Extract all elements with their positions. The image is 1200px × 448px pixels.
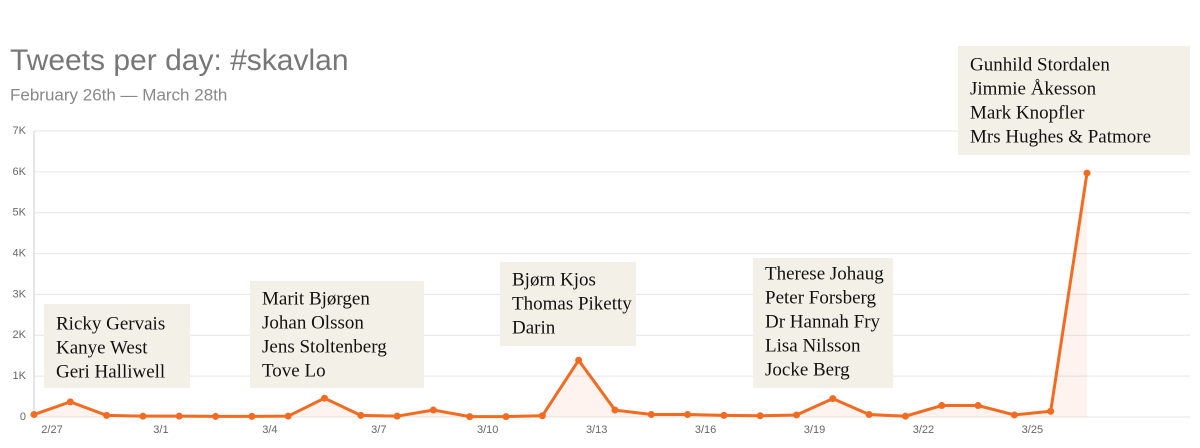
point — [684, 411, 692, 419]
y-tick-label: 6K — [13, 166, 27, 178]
y-tick-label: 5K — [13, 207, 27, 219]
point — [865, 411, 873, 419]
x-tick-label: 3/1 — [153, 424, 168, 436]
annotation-text: Peter Forsberg — [765, 287, 876, 308]
y-tick-label: 2K — [13, 329, 27, 341]
annotation-text: Lisa Nilsson — [765, 335, 861, 356]
annotation-text: Mark Knopfler — [970, 102, 1085, 123]
point — [320, 394, 328, 402]
x-tick-label: 3/19 — [804, 424, 825, 436]
chart-subtitle: February 26th — March 28th — [10, 85, 227, 104]
point — [175, 412, 183, 420]
point — [393, 412, 401, 420]
x-tick-label: 3/13 — [586, 424, 607, 436]
point — [575, 356, 583, 364]
point — [212, 412, 220, 420]
point — [974, 402, 982, 410]
point — [466, 413, 474, 421]
point — [103, 411, 111, 419]
point — [66, 398, 74, 406]
annotation-box — [44, 304, 190, 388]
point — [793, 411, 801, 419]
annotation-box — [500, 262, 636, 346]
y-tick-label: 0 — [20, 411, 26, 423]
annotation-text: Gunhild Stordalen — [970, 54, 1110, 75]
point — [502, 413, 510, 421]
y-tick-label: 4K — [13, 247, 27, 259]
annotation-text: Mrs Hughes & Patmore — [970, 126, 1151, 147]
y-tick-label: 3K — [13, 288, 27, 300]
point — [829, 395, 837, 403]
point — [611, 406, 619, 414]
y-tick-label: 7K — [13, 125, 27, 137]
annotation-text: Johan Olsson — [262, 312, 364, 333]
point — [538, 412, 546, 420]
point — [647, 411, 655, 419]
point — [1083, 169, 1091, 177]
annotation-text: Darin — [512, 317, 556, 338]
annotation-box — [958, 46, 1190, 155]
point — [938, 402, 946, 410]
annotation-text: Jens Stoltenberg — [262, 336, 387, 357]
y-tick-label: 1K — [13, 370, 27, 382]
annotation-text: Jocke Berg — [765, 359, 850, 380]
x-tick-label: 2/27 — [41, 424, 62, 436]
annotation-text: Marit Bjørgen — [262, 288, 370, 309]
x-tick-label: 3/10 — [477, 424, 498, 436]
annotation-box — [250, 281, 424, 388]
point — [284, 412, 292, 420]
x-tick-label: 3/16 — [695, 424, 716, 436]
line — [33, 172, 1089, 419]
point — [901, 412, 909, 420]
point — [139, 412, 147, 420]
annotation-text: Bjørn Kjos — [512, 269, 596, 290]
x-tick-label: 3/22 — [913, 424, 934, 436]
annotation-box — [753, 258, 893, 388]
point — [756, 412, 764, 420]
annotation-text: Therese Johaug — [765, 263, 884, 284]
point — [30, 411, 38, 419]
annotation-text: Kanye West — [56, 337, 148, 358]
annotation-text: Tove Lo — [262, 360, 326, 381]
point — [248, 412, 256, 420]
point — [357, 411, 365, 419]
annotation-text: Ricky Gervais — [56, 313, 165, 334]
point — [1047, 407, 1055, 415]
annotation-text: Geri Halliwell — [56, 361, 165, 382]
annotation-text: Thomas Piketty — [512, 293, 632, 314]
x-tick-label: 3/25 — [1022, 424, 1043, 436]
x-tick-label: 3/4 — [262, 424, 277, 436]
x-tick-label: 3/7 — [371, 424, 386, 436]
annotation-text: Dr Hannah Fry — [765, 311, 881, 332]
point — [1010, 411, 1018, 419]
chart-title: Tweets per day: #skavlan — [10, 44, 349, 77]
annotation-text: Jimmie Åkesson — [970, 78, 1097, 99]
point — [720, 411, 728, 419]
point — [429, 406, 437, 414]
